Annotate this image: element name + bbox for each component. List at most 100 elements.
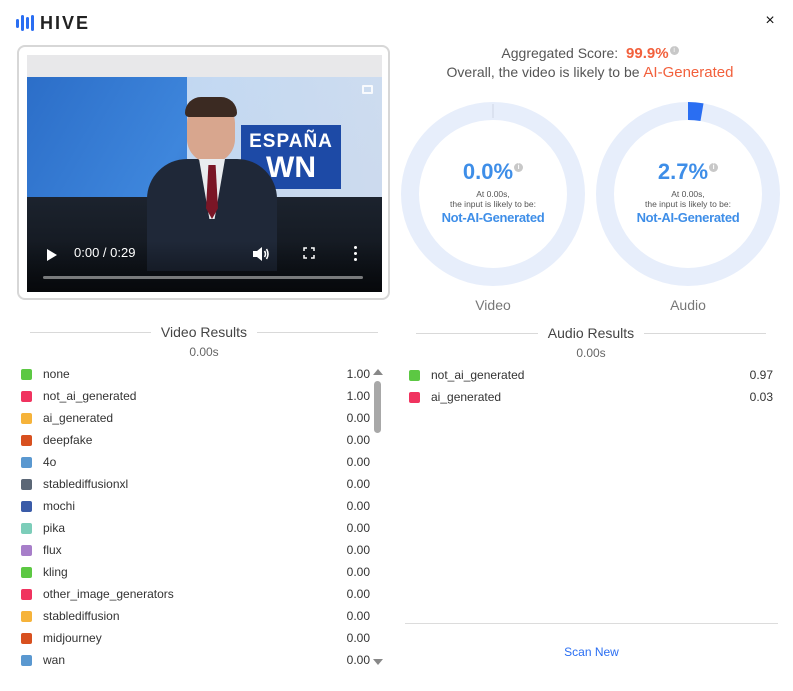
color-swatch xyxy=(21,368,32,380)
hive-logo-icon xyxy=(16,15,34,31)
video-result-row: pika 0.00 xyxy=(21,517,370,539)
video-results-title: Video Results xyxy=(150,324,258,340)
scan-new-link[interactable]: Scan New xyxy=(564,645,619,659)
video-result-row: mochi 0.00 xyxy=(21,495,370,517)
video-result-row-label: pika xyxy=(43,521,66,535)
video-result-row-label: not_ai_generated xyxy=(43,389,137,403)
audio-results-list: not_ai_generated 0.97 ai_generated 0.03 xyxy=(409,364,773,408)
brand-name: HIVE xyxy=(40,12,91,33)
color-swatch xyxy=(409,369,420,381)
video-result-row: wan 0.00 xyxy=(21,649,370,671)
audio-gauge-percent: 2.7% xyxy=(657,159,709,184)
scroll-down-icon[interactable] xyxy=(373,659,383,665)
scroll-thumb[interactable] xyxy=(374,381,381,433)
audio-result-row-value: 0.97 xyxy=(749,368,773,382)
video-result-row-label: stablediffusion xyxy=(43,609,120,623)
video-results-scrollbar[interactable] xyxy=(372,369,384,667)
video-result-row: flux 0.00 xyxy=(21,539,370,561)
color-swatch xyxy=(21,610,32,622)
volume-icon[interactable] xyxy=(252,246,270,262)
video-result-row-label: other_image_generators xyxy=(43,587,174,601)
audio-gauge: 2.7% i At 0.00s, the input is likely to b… xyxy=(595,101,785,316)
color-swatch xyxy=(21,544,32,556)
sign-line-1: ESPAÑA xyxy=(249,131,333,152)
video-gauge-label: Video xyxy=(475,297,511,313)
video-gauge-ring xyxy=(401,102,585,286)
info-icon[interactable]: i xyxy=(709,163,719,172)
aggregate-score: Aggregated Score: 99.9% i Overall, the vi… xyxy=(400,45,780,81)
aggregate-label: Aggregated Score: xyxy=(501,45,619,61)
video-result-row-value: 0.00 xyxy=(346,433,370,447)
audio-results-header: Audio Results 0.00s xyxy=(416,325,766,360)
expand-icon[interactable] xyxy=(362,85,373,94)
aggregate-score-value: 99.9% xyxy=(626,45,669,62)
video-result-row-value: 1.00 xyxy=(346,367,370,381)
color-swatch xyxy=(21,434,32,446)
scroll-up-icon[interactable] xyxy=(373,369,383,375)
video-results-time: 0.00s xyxy=(189,345,219,359)
video-result-row: stablediffusion 0.00 xyxy=(21,605,370,627)
video-results-header: Video Results 0.00s xyxy=(30,324,378,359)
video-player[interactable]: ESPAÑA WN 0:00 / 0:29 xyxy=(27,55,382,292)
sign-line-2: WN xyxy=(266,151,316,184)
video-result-row-label: deepfake xyxy=(43,433,93,447)
color-swatch xyxy=(409,391,420,403)
video-result-row: kling 0.00 xyxy=(21,561,370,583)
color-swatch xyxy=(21,566,32,578)
video-result-row-value: 0.00 xyxy=(346,411,370,425)
audio-result-row: ai_generated 0.03 xyxy=(409,386,773,408)
color-swatch xyxy=(21,522,32,534)
audio-result-row-label: not_ai_generated xyxy=(431,368,525,382)
video-result-row-label: 4o xyxy=(43,455,57,469)
aggregate-summary: Overall, the video is likely to be xyxy=(446,64,640,80)
audio-gauge-at-time: At 0.00s, xyxy=(671,189,705,199)
color-swatch xyxy=(21,390,32,402)
video-result-row-label: stablediffusionxl xyxy=(43,477,129,491)
video-result-row-value: 0.00 xyxy=(346,609,370,623)
audio-result-row-value: 0.03 xyxy=(749,390,773,404)
video-card: ESPAÑA WN 0:00 / 0:29 xyxy=(17,45,390,300)
audio-gauge-ring xyxy=(596,102,780,286)
header: HIVE xyxy=(16,12,90,34)
audio-result-row: not_ai_generated 0.97 xyxy=(409,364,773,386)
video-gauge-percent: 0.0% xyxy=(462,159,514,184)
footer-divider xyxy=(405,623,778,624)
color-swatch xyxy=(21,654,32,666)
video-gauge-at-time: At 0.00s, xyxy=(476,189,510,199)
video-studio-ceiling xyxy=(27,55,382,77)
video-time: 0:00 / 0:29 xyxy=(74,245,136,260)
video-result-row-value: 0.00 xyxy=(346,587,370,601)
video-controls: 0:00 / 0:29 xyxy=(27,241,382,292)
close-icon[interactable]: × xyxy=(765,12,775,29)
audio-gauge-verdict: Not-AI-Generated xyxy=(636,210,740,225)
video-result-row: other_image_generators 0.00 xyxy=(21,583,370,605)
info-icon[interactable]: i xyxy=(669,46,679,56)
video-result-row-label: flux xyxy=(43,543,62,557)
play-icon[interactable] xyxy=(47,249,57,261)
aggregate-verdict: AI-Generated xyxy=(643,64,734,81)
video-result-row-value: 0.00 xyxy=(346,565,370,579)
info-icon[interactable]: i xyxy=(514,163,524,172)
video-background-sign: ESPAÑA WN xyxy=(241,125,341,189)
fullscreen-icon[interactable] xyxy=(303,247,315,259)
audio-results-title: Audio Results xyxy=(537,325,645,341)
video-progress-bar[interactable] xyxy=(43,276,363,279)
more-vert-icon[interactable] xyxy=(354,246,358,262)
video-result-row: 4o 0.00 xyxy=(21,451,370,473)
video-result-row-label: wan xyxy=(43,653,66,667)
video-result-row-value: 0.00 xyxy=(346,543,370,557)
color-swatch xyxy=(21,632,32,644)
video-results-list: none 1.00 not_ai_generated 1.00 ai_generated… xyxy=(21,363,370,671)
video-result-row-value: 1.00 xyxy=(346,389,370,403)
video-result-row: not_ai_generated 1.00 xyxy=(21,385,370,407)
audio-results-time: 0.00s xyxy=(576,346,606,360)
video-result-row: none 1.00 xyxy=(21,363,370,385)
color-swatch xyxy=(21,478,32,490)
video-gauge-verdict: Not-AI-Generated xyxy=(441,210,545,225)
video-result-row-value: 0.00 xyxy=(346,477,370,491)
video-result-row-value: 0.00 xyxy=(346,653,370,667)
video-gauge: 0.0% i At 0.00s, the input is likely to b… xyxy=(400,101,590,316)
video-result-row-label: kling xyxy=(43,565,68,579)
video-result-row-label: ai_generated xyxy=(43,411,114,425)
audio-gauge-at-desc: the input is likely to be: xyxy=(645,199,731,209)
